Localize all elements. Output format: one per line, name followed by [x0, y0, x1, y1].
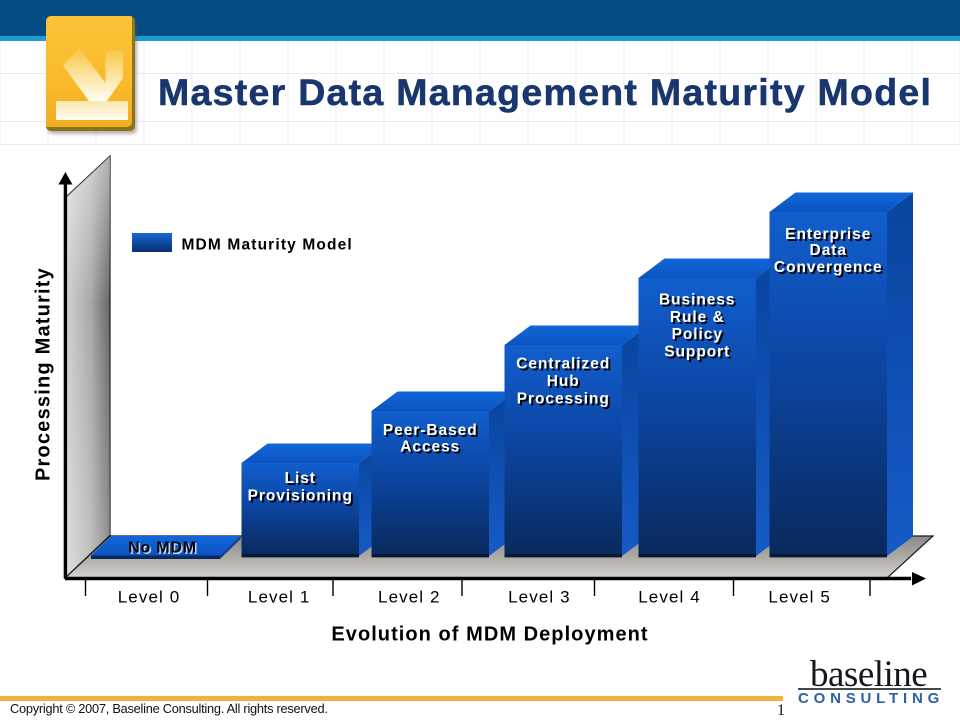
svg-text:MDM Maturity Model: MDM Maturity Model: [182, 237, 353, 254]
svg-text:Level 1: Level 1: [248, 588, 311, 607]
svg-text:Level 5: Level 5: [768, 588, 831, 607]
svg-text:Evolution of MDM Deployment: Evolution of MDM Deployment: [331, 624, 648, 646]
svg-text:Peer-Based: Peer-Based: [383, 422, 478, 439]
svg-text:Convergence: Convergence: [776, 261, 885, 278]
svg-text:Policy: Policy: [674, 328, 725, 345]
svg-text:Rule &: Rule &: [670, 309, 725, 326]
svg-text:Data: Data: [810, 242, 847, 259]
svg-text:Provisioning: Provisioning: [250, 490, 355, 507]
svg-text:Centralized: Centralized: [518, 358, 612, 375]
svg-text:Support: Support: [666, 345, 732, 362]
svg-text:Processing: Processing: [519, 393, 612, 410]
svg-text:Enterprise: Enterprise: [787, 228, 873, 245]
svg-text:Business: Business: [659, 292, 736, 309]
svg-text:Enterprise: Enterprise: [785, 226, 871, 243]
svg-text:Data: Data: [812, 244, 849, 261]
svg-text:Level 2: Level 2: [378, 588, 441, 607]
svg-text:Rule &: Rule &: [672, 311, 727, 328]
svg-text:Peer-Based: Peer-Based: [385, 424, 480, 441]
svg-text:Hub: Hub: [547, 373, 580, 390]
svg-text:Hub: Hub: [549, 375, 582, 392]
svg-text:Level 0: Level 0: [118, 588, 181, 607]
svg-text:List: List: [285, 470, 316, 487]
svg-text:Access: Access: [402, 441, 462, 458]
svg-text:Access: Access: [400, 439, 460, 456]
svg-text:Policy: Policy: [672, 326, 723, 343]
svg-text:No MDM: No MDM: [130, 541, 199, 558]
svg-text:Business: Business: [661, 294, 738, 311]
svg-text:Level 4: Level 4: [638, 588, 701, 607]
svg-text:Level 3: Level 3: [508, 588, 571, 607]
svg-text:Support: Support: [664, 343, 730, 360]
svg-text:List: List: [287, 472, 318, 489]
svg-text:Convergence: Convergence: [774, 259, 883, 276]
svg-text:No MDM: No MDM: [128, 540, 197, 557]
svg-text:Processing Maturity: Processing Maturity: [33, 267, 55, 481]
svg-text:Centralized: Centralized: [516, 356, 610, 373]
svg-text:Processing: Processing: [517, 391, 610, 408]
svg-text:Provisioning: Provisioning: [248, 488, 353, 505]
